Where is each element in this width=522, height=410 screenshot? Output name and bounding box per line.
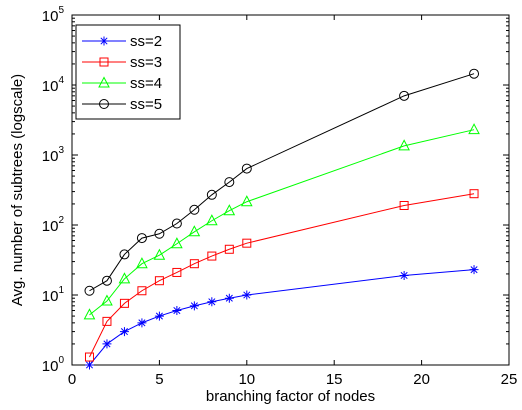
data-point (241, 163, 252, 174)
series-line (89, 73, 475, 292)
legend-label: ss=4 (130, 75, 162, 92)
data-point (224, 177, 235, 188)
series-line (89, 269, 475, 366)
data-point (240, 195, 253, 207)
y-tick-label: 105 (42, 5, 65, 25)
data-point (171, 237, 183, 249)
y-tick-exponent: 2 (58, 215, 64, 226)
data-point (223, 204, 236, 216)
y-tick-exponent: 5 (58, 5, 64, 16)
data-point (99, 36, 109, 46)
data-point (469, 189, 479, 199)
series-layer (83, 68, 480, 370)
data-point (398, 139, 410, 151)
data-point (119, 298, 129, 308)
data-point (399, 90, 410, 101)
legend: ss=2 ss=3 ss=4 ss=5 (75, 24, 181, 120)
legend-box (75, 24, 181, 120)
data-point (224, 293, 234, 303)
data-point (101, 294, 113, 306)
data-point (189, 301, 199, 311)
series-1 (84, 189, 479, 362)
legend-entry: ss=2 (82, 33, 162, 50)
series-line (89, 193, 475, 358)
series-2 (83, 123, 480, 320)
data-point (188, 225, 201, 237)
y-tick-exponent: 0 (58, 355, 64, 366)
y-tick-label: 102 (42, 215, 65, 235)
data-point (136, 233, 147, 244)
y-tick-exponent: 1 (58, 285, 64, 296)
series-0 (84, 265, 479, 370)
data-point (102, 339, 112, 349)
data-point (84, 360, 94, 370)
y-tick-base: 10 (42, 78, 59, 95)
y-tick-label: 103 (42, 145, 65, 165)
data-point (207, 251, 217, 261)
data-point (99, 99, 109, 109)
legend-entry: ss=4 (82, 75, 162, 92)
y-tick-base: 10 (42, 218, 59, 235)
data-point (137, 318, 147, 328)
data-point (206, 214, 218, 226)
data-point (136, 257, 148, 269)
legend-label: ss=3 (130, 54, 162, 71)
data-point (242, 290, 252, 300)
data-point (119, 327, 129, 337)
data-point (207, 297, 217, 307)
legend-entry: ss=5 (82, 96, 162, 113)
y-tick-exponent: 4 (58, 75, 64, 86)
data-point (84, 352, 94, 362)
data-point (119, 249, 130, 260)
data-point (154, 228, 165, 239)
x-tick-label: 25 (501, 371, 518, 388)
data-point (171, 218, 182, 229)
x-axis-label: branching factor of nodes (206, 388, 375, 405)
data-point (98, 76, 110, 88)
x-tick-label: 15 (326, 371, 343, 388)
y-axis-label: Avg. number of subtrees (logscale) (9, 74, 26, 306)
data-point (137, 286, 147, 296)
legend-entry: ss=3 (82, 54, 162, 71)
data-point (118, 272, 131, 284)
x-tick-label: 0 (68, 371, 76, 388)
data-point (469, 68, 480, 79)
data-point (242, 238, 252, 248)
series-3 (84, 68, 480, 296)
legend-label: ss=2 (130, 33, 162, 50)
data-point (399, 200, 409, 210)
data-point (99, 57, 109, 67)
y-tick-base: 10 (42, 288, 59, 305)
data-point (189, 204, 200, 215)
data-point (153, 248, 166, 260)
data-point (172, 267, 182, 277)
data-point (101, 275, 112, 286)
data-point (206, 189, 217, 200)
data-point (172, 306, 182, 316)
y-tick-base: 10 (42, 8, 59, 25)
x-tick-label: 5 (155, 371, 163, 388)
x-tick-label: 10 (238, 371, 255, 388)
data-point (399, 270, 409, 280)
y-tick-label: 100 (42, 355, 65, 375)
data-point (83, 308, 96, 320)
data-point (189, 259, 199, 269)
y-tick-base: 10 (42, 148, 59, 165)
data-point (469, 265, 479, 275)
data-point (154, 311, 164, 321)
y-tick-label: 101 (42, 285, 65, 305)
y-tick-exponent: 3 (58, 145, 64, 156)
data-point (84, 285, 95, 296)
x-tick-label: 20 (413, 371, 430, 388)
data-point (102, 316, 112, 326)
legend-label: ss=5 (130, 96, 162, 113)
y-tick-label: 104 (42, 75, 65, 95)
data-point (224, 244, 234, 254)
data-point (154, 276, 164, 286)
y-tick-base: 10 (42, 358, 59, 375)
data-point (468, 123, 480, 135)
